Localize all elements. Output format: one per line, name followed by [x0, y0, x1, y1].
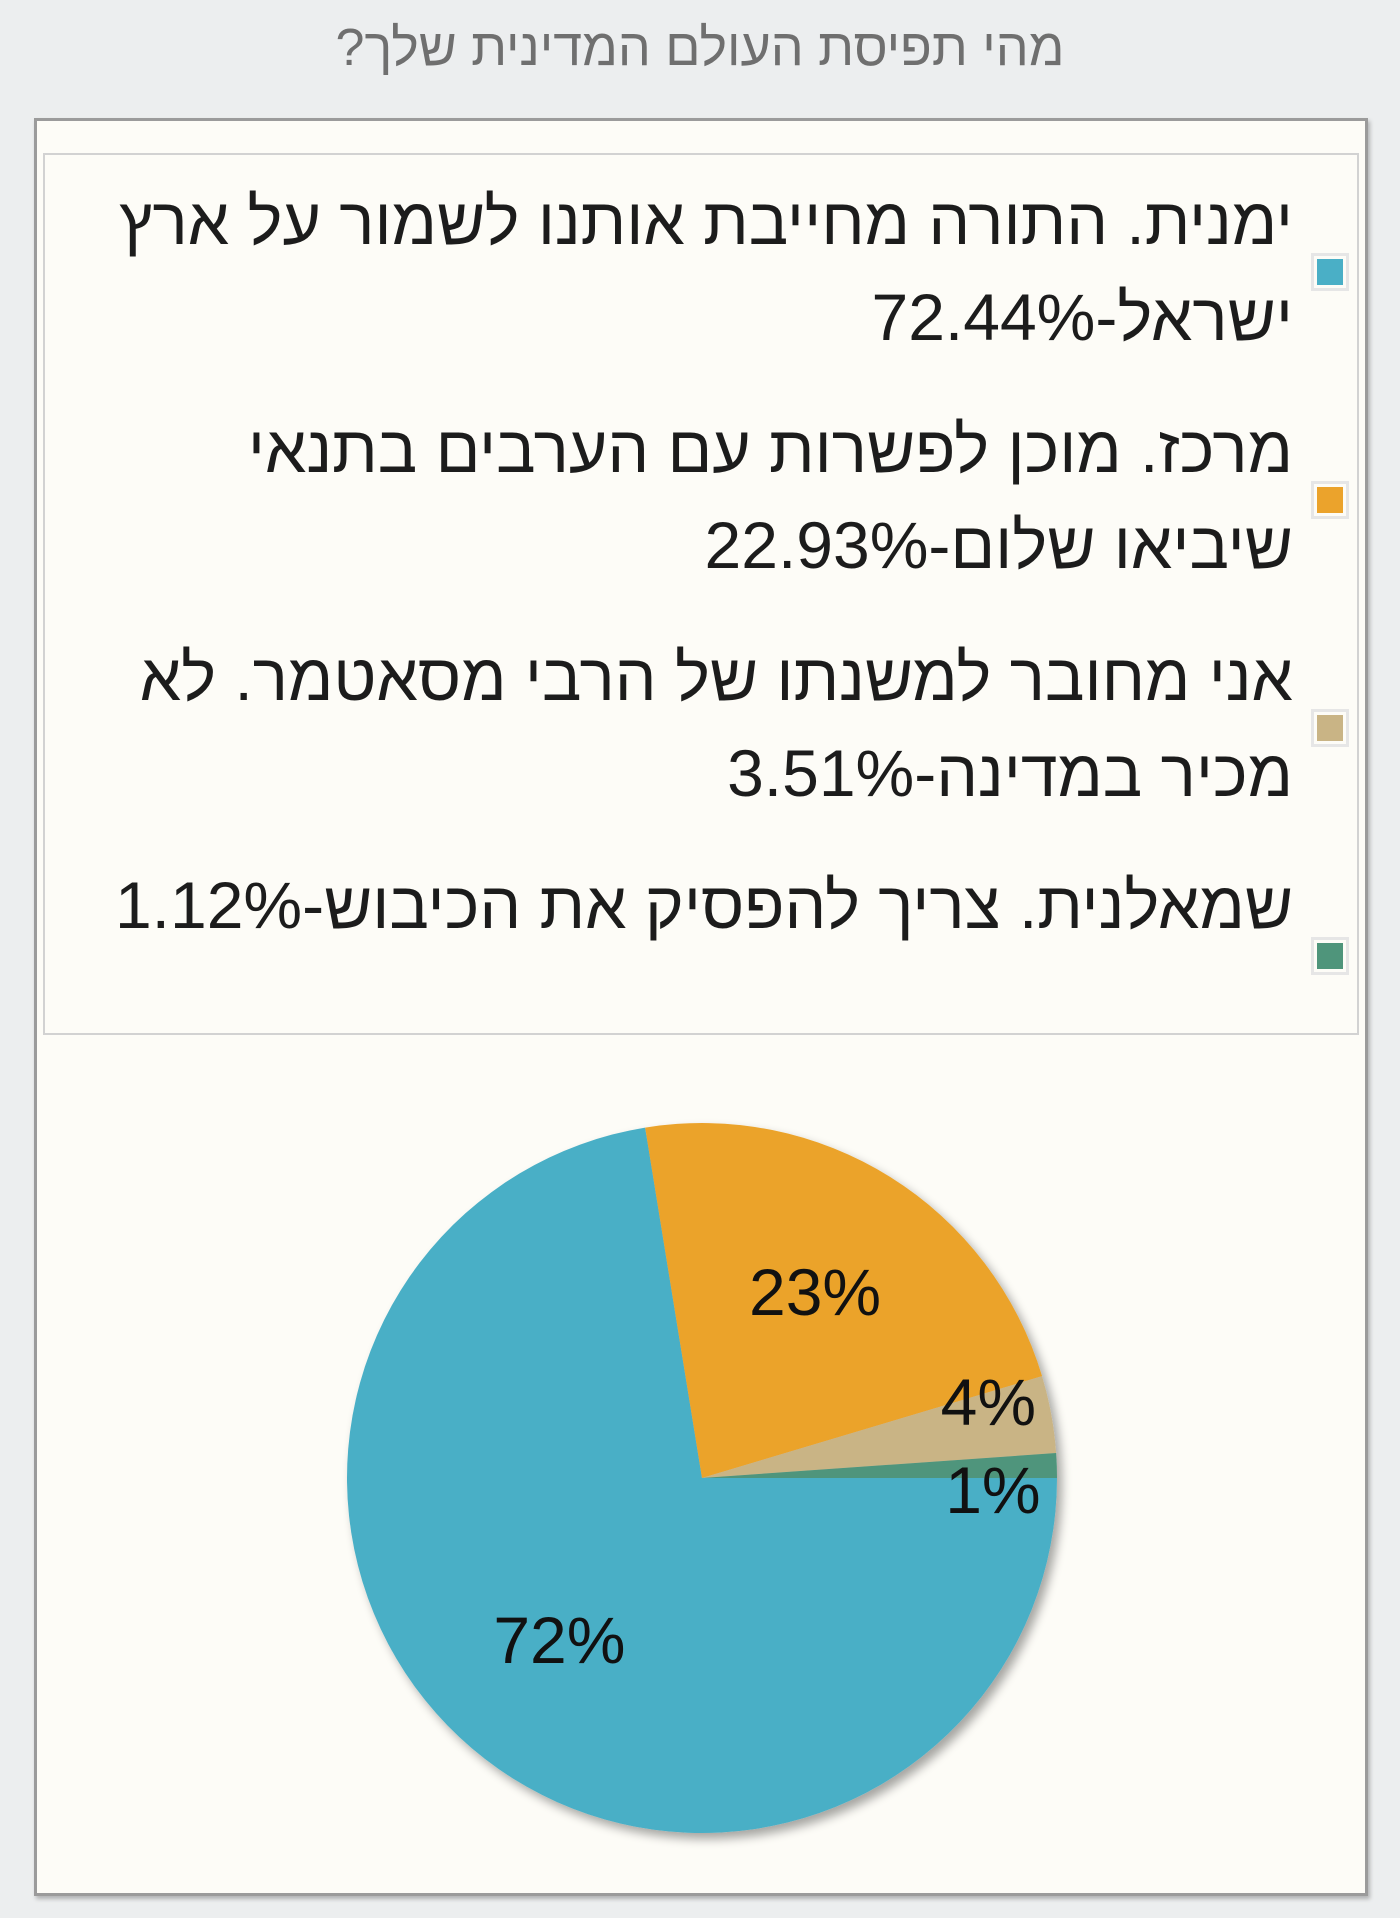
- legend-item-satmar: אני מחובר למשנתו של הרבי מסאטמר. לא מכיר…: [45, 629, 1361, 819]
- legend-swatch-satmar: [1311, 709, 1349, 747]
- pie-slice-left: [702, 1453, 1057, 1478]
- legend-label-satmar: אני מחובר למשנתו של הרבי מסאטמר. לא מכיר…: [139, 640, 1293, 810]
- pie-label-center: 23%: [749, 1255, 881, 1329]
- legend-swatch-left: [1311, 937, 1349, 975]
- pie-data-labels: 72% 23% 4% 1%: [493, 1255, 1040, 1677]
- pie-slice-right: [347, 1127, 1057, 1833]
- chart-legend: ימנית. התורה מחייבת אותנו לשמור על ארץ י…: [43, 153, 1359, 1035]
- legend-swatch-fill: [1317, 259, 1343, 285]
- legend-swatch-center: [1311, 481, 1349, 519]
- legend-swatch-fill: [1317, 943, 1343, 969]
- legend-swatch-fill: [1317, 487, 1343, 513]
- pie-label-right: 72%: [493, 1603, 625, 1677]
- pie-label-left: 1%: [945, 1453, 1040, 1527]
- page-title: מהי תפיסת העולם המדינית שלך?: [335, 19, 1065, 77]
- pie-chart: 72% 23% 4% 1%: [347, 1123, 1057, 1833]
- legend-label-center: מרכז. מוכן לפשרות עם הערבים בתנאי שיביאו…: [247, 412, 1293, 582]
- legend-item-left: שמאלנית. צריך להפסיק את הכיבוש-1.12%: [45, 857, 1361, 1047]
- legend-swatch-right: [1311, 253, 1349, 291]
- pie-chart-area: 72% 23% 4% 1%: [300, 1100, 1100, 1860]
- legend-item-right: ימנית. התורה מחייבת אותנו לשמור על ארץ י…: [45, 173, 1361, 363]
- legend-label-left: שמאלנית. צריך להפסיק את הכיבוש-1.12%: [114, 868, 1293, 942]
- pie-slice-satmar: [702, 1376, 1057, 1478]
- pie-slice-center: [645, 1123, 1043, 1478]
- pie-label-satmar: 4%: [941, 1365, 1036, 1439]
- legend-item-center: מרכז. מוכן לפשרות עם הערבים בתנאי שיביאו…: [45, 401, 1361, 591]
- legend-swatch-fill: [1317, 715, 1343, 741]
- pie-slices: [347, 1123, 1057, 1833]
- legend-label-right: ימנית. התורה מחייבת אותנו לשמור על ארץ י…: [119, 184, 1293, 354]
